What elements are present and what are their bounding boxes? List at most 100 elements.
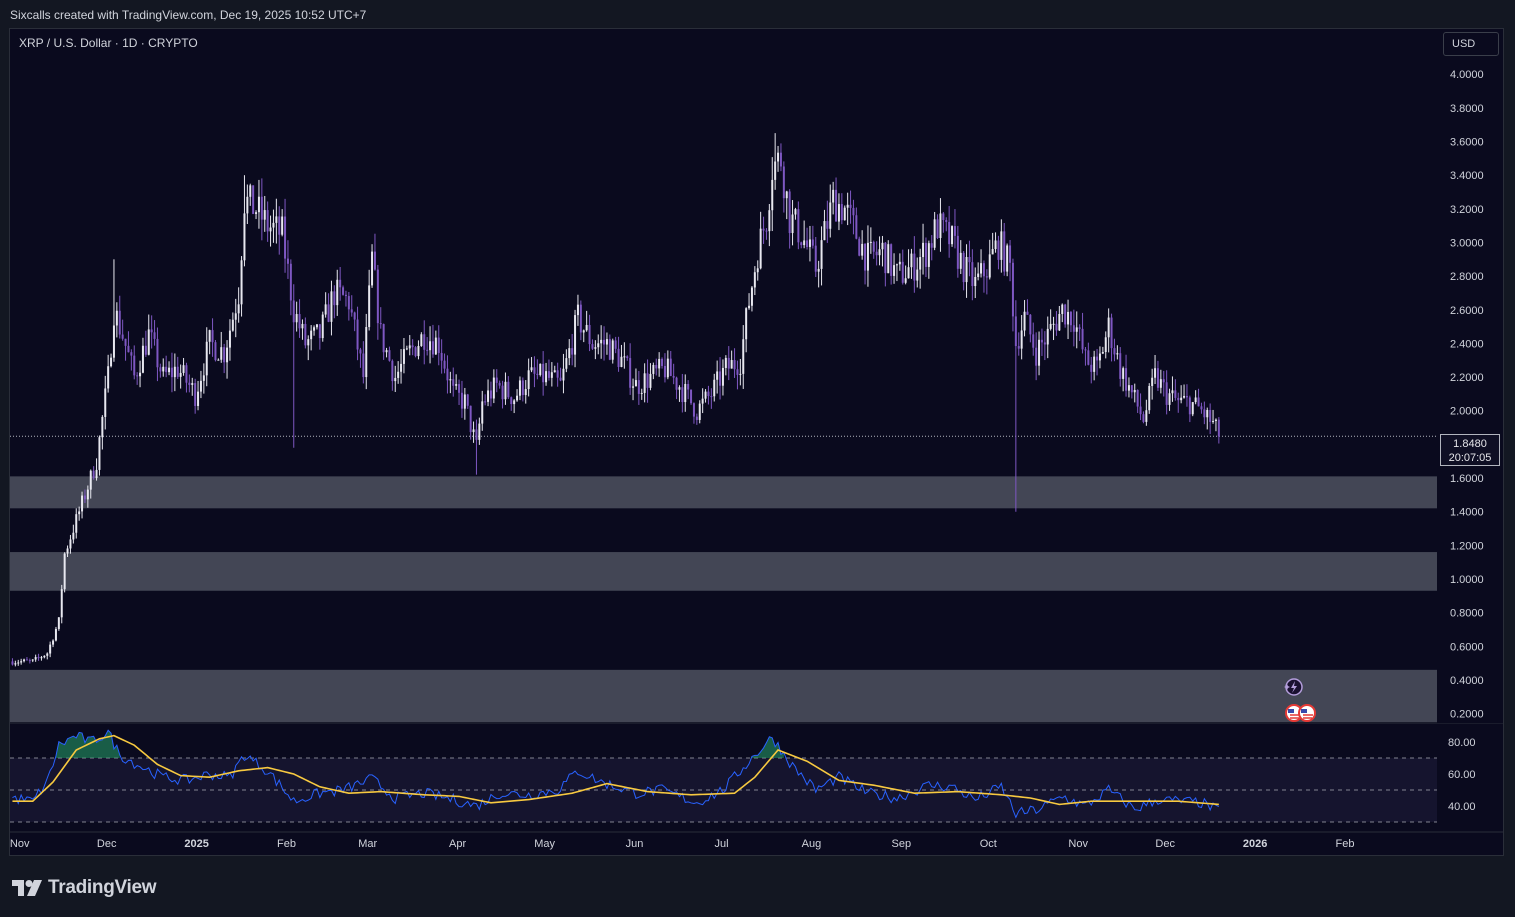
candle-body	[29, 660, 31, 661]
candle	[499, 381, 501, 389]
candle-body	[554, 370, 556, 372]
candle	[423, 320, 425, 364]
candle	[629, 343, 631, 395]
candle-body	[690, 390, 692, 404]
candle	[351, 295, 353, 316]
candle-body	[1047, 329, 1049, 345]
candle	[394, 366, 396, 392]
candle	[870, 227, 872, 254]
candle-body	[1029, 315, 1031, 335]
candle	[623, 342, 625, 368]
candle-body	[742, 339, 744, 374]
candle-body	[159, 367, 161, 371]
candle-body	[84, 496, 86, 500]
candle	[142, 338, 144, 373]
candle	[1140, 393, 1142, 420]
candle	[609, 334, 611, 360]
candle-body	[1084, 349, 1086, 350]
candle	[905, 265, 907, 284]
tradingview-logo-icon	[12, 880, 42, 896]
candle-body	[238, 304, 240, 313]
candle-body	[217, 360, 219, 361]
candle	[223, 344, 225, 373]
candle	[562, 354, 564, 393]
candle-body	[983, 263, 985, 276]
candle	[1113, 339, 1115, 362]
candle	[954, 209, 956, 248]
candle	[864, 243, 866, 284]
candle-body	[1134, 390, 1136, 392]
candle-body	[11, 661, 13, 664]
candle-body	[1160, 379, 1162, 388]
candle	[591, 339, 593, 350]
candle	[734, 348, 736, 378]
lightning-event-icon[interactable]	[1282, 677, 1304, 697]
candle-body	[902, 262, 904, 283]
candle	[742, 325, 744, 389]
symbol-title[interactable]: XRP / U.S. Dollar · 1D · CRYPTO	[19, 36, 198, 50]
candle-body	[1140, 407, 1142, 415]
candle	[168, 361, 170, 375]
candle-body	[61, 589, 63, 617]
candle	[502, 381, 504, 409]
candle-body	[910, 254, 912, 268]
candle-body	[328, 304, 330, 321]
us-flag-event-icon[interactable]	[1282, 703, 1318, 723]
candle	[272, 210, 274, 243]
candle-body	[606, 339, 608, 344]
candle-body	[826, 221, 828, 229]
candle	[93, 466, 95, 480]
candle-body	[948, 222, 950, 244]
candle	[1041, 329, 1043, 356]
candle	[922, 224, 924, 275]
support-zone[interactable]	[10, 476, 1437, 508]
support-zone[interactable]	[10, 670, 1437, 722]
time-tick-label: Jul	[714, 838, 728, 850]
candle	[992, 233, 994, 254]
price-chart-svg[interactable]: 4.0000 3.8000 3.6000 3.4000 3.2000 3.0000 2.80…	[10, 29, 1503, 855]
candle	[325, 292, 327, 317]
candle	[255, 210, 257, 219]
candle-body	[896, 264, 898, 265]
candle	[1212, 410, 1214, 424]
candle	[267, 201, 269, 241]
candle	[1128, 377, 1130, 397]
candle-body	[58, 617, 60, 629]
bar-countdown: 20:07:05	[1441, 451, 1499, 465]
candle-body	[800, 242, 802, 245]
candle-body	[684, 384, 686, 402]
candle	[246, 185, 248, 224]
candle	[1099, 346, 1101, 368]
tradingview-logo[interactable]: TradingView	[12, 876, 156, 900]
candle-body	[49, 645, 51, 654]
candle	[461, 381, 463, 418]
candle-body	[1061, 305, 1063, 314]
chart-pane[interactable]: 4.0000 3.8000 3.6000 3.4000 3.2000 3.0000 2.80…	[9, 28, 1504, 856]
candle-body	[38, 657, 40, 658]
rsi-bands	[10, 723, 1503, 832]
candle-body	[591, 344, 593, 349]
candle-body	[763, 229, 765, 231]
candle	[835, 178, 837, 222]
price-tick-label: 2.2000	[1450, 372, 1484, 384]
candle	[252, 185, 254, 214]
candle-body	[873, 242, 875, 252]
candle	[357, 307, 359, 361]
support-zone[interactable]	[10, 552, 1437, 591]
candle-body	[449, 379, 451, 380]
candle-body	[359, 349, 361, 353]
candle	[896, 264, 898, 281]
candle-body	[345, 295, 347, 296]
candle	[980, 249, 982, 277]
candle-body	[1206, 410, 1208, 417]
candle-body	[710, 396, 712, 397]
candle-body	[1177, 398, 1179, 400]
currency-button[interactable]: USD	[1443, 32, 1499, 56]
candle-body	[745, 308, 747, 339]
candle	[884, 242, 886, 286]
candle	[568, 339, 570, 365]
candle	[310, 325, 312, 350]
candle-body	[287, 259, 289, 264]
candle	[916, 257, 918, 287]
candle-body	[597, 343, 599, 347]
